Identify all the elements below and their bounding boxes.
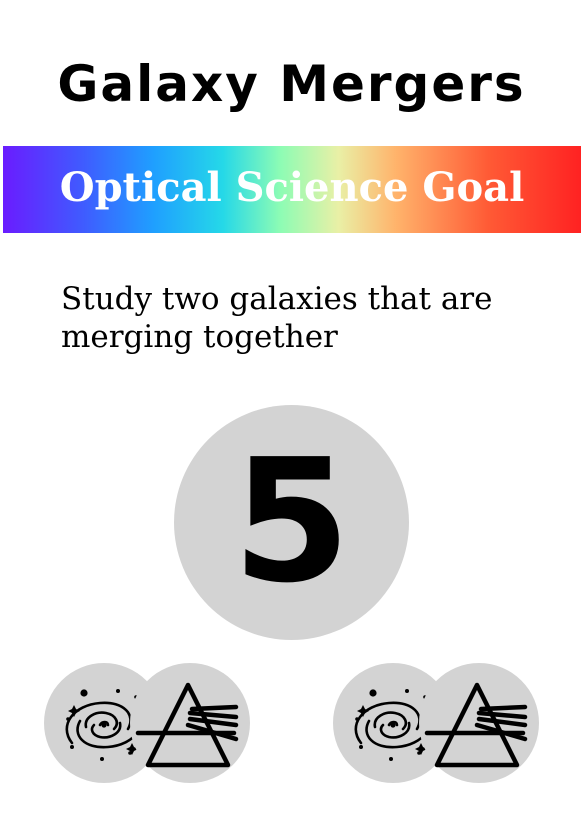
science-goal-banner: Optical Science Goal [3,146,581,233]
prism-icon [419,663,539,783]
requirement-group-2 [331,663,541,785]
prism-icon [130,663,250,783]
requirement-group-1 [42,663,252,785]
goal-description: Study two galaxies that are merging toge… [61,281,493,355]
points-badge: 5 [174,405,409,640]
points-value: 5 [232,423,351,621]
card-title: Galaxy Mergers [57,55,526,113]
banner-label: Optical Science Goal [59,164,525,211]
